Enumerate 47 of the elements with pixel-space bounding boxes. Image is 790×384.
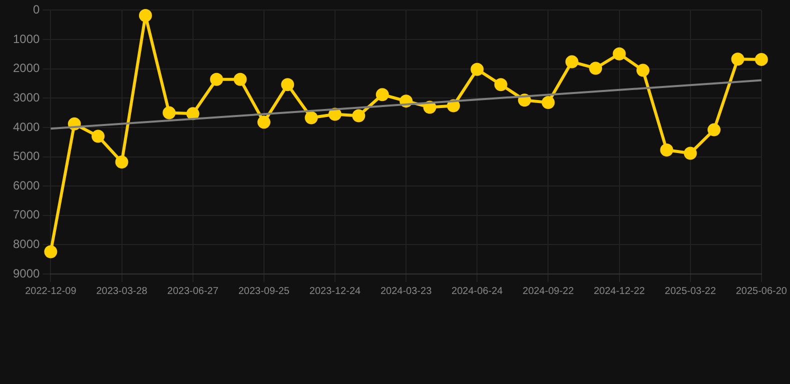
point [210,72,224,86]
point [376,88,389,102]
point [589,62,602,75]
point [470,62,484,76]
point [352,109,366,122]
point [304,111,318,124]
point [281,78,294,92]
point [494,78,508,92]
point [636,64,650,77]
y-tick-label: 4000 [12,120,40,134]
x-tick-label: 2024-03-23 [380,286,432,297]
point [446,99,460,112]
point [257,116,270,129]
y-tick-label: 8000 [12,237,40,251]
point [754,52,768,66]
y-tick-label: 7000 [12,208,40,222]
point [186,107,200,120]
x-tick-label: 2023-09-25 [238,286,290,297]
x-tick-label: 2023-12-24 [309,286,361,297]
x-tick-label: 2024-09-22 [522,286,574,297]
y-tick-label: 1000 [12,32,40,46]
x-tick-label: 2023-06-27 [167,286,219,297]
point [115,156,128,169]
y-tick-label: 2000 [12,61,40,76]
point [565,55,578,68]
y-tick-label: 6000 [12,178,40,192]
x-tick-label: 2024-12-22 [594,286,646,297]
x-tick-label: 2023-03-28 [96,286,148,297]
x-tick-label: 2025-06-20 [736,286,788,297]
y-tick-label: 0 [33,2,40,17]
point [708,123,721,136]
point [542,96,555,110]
point [92,130,105,143]
point [234,72,247,86]
x-tick-label: 2025-03-22 [664,286,716,297]
y-tick-label: 9000 [12,266,40,280]
point [612,47,626,60]
y-tick-label: 3000 [12,90,40,104]
x-tick-label: 2024-06-24 [452,286,504,297]
x-tick-label: 2022-12-09 [25,286,77,297]
point [731,52,744,66]
point [162,106,176,120]
point [660,144,674,157]
point [328,108,342,121]
y-tick-label: 5000 [12,149,40,164]
point [684,146,697,160]
point [138,8,152,22]
